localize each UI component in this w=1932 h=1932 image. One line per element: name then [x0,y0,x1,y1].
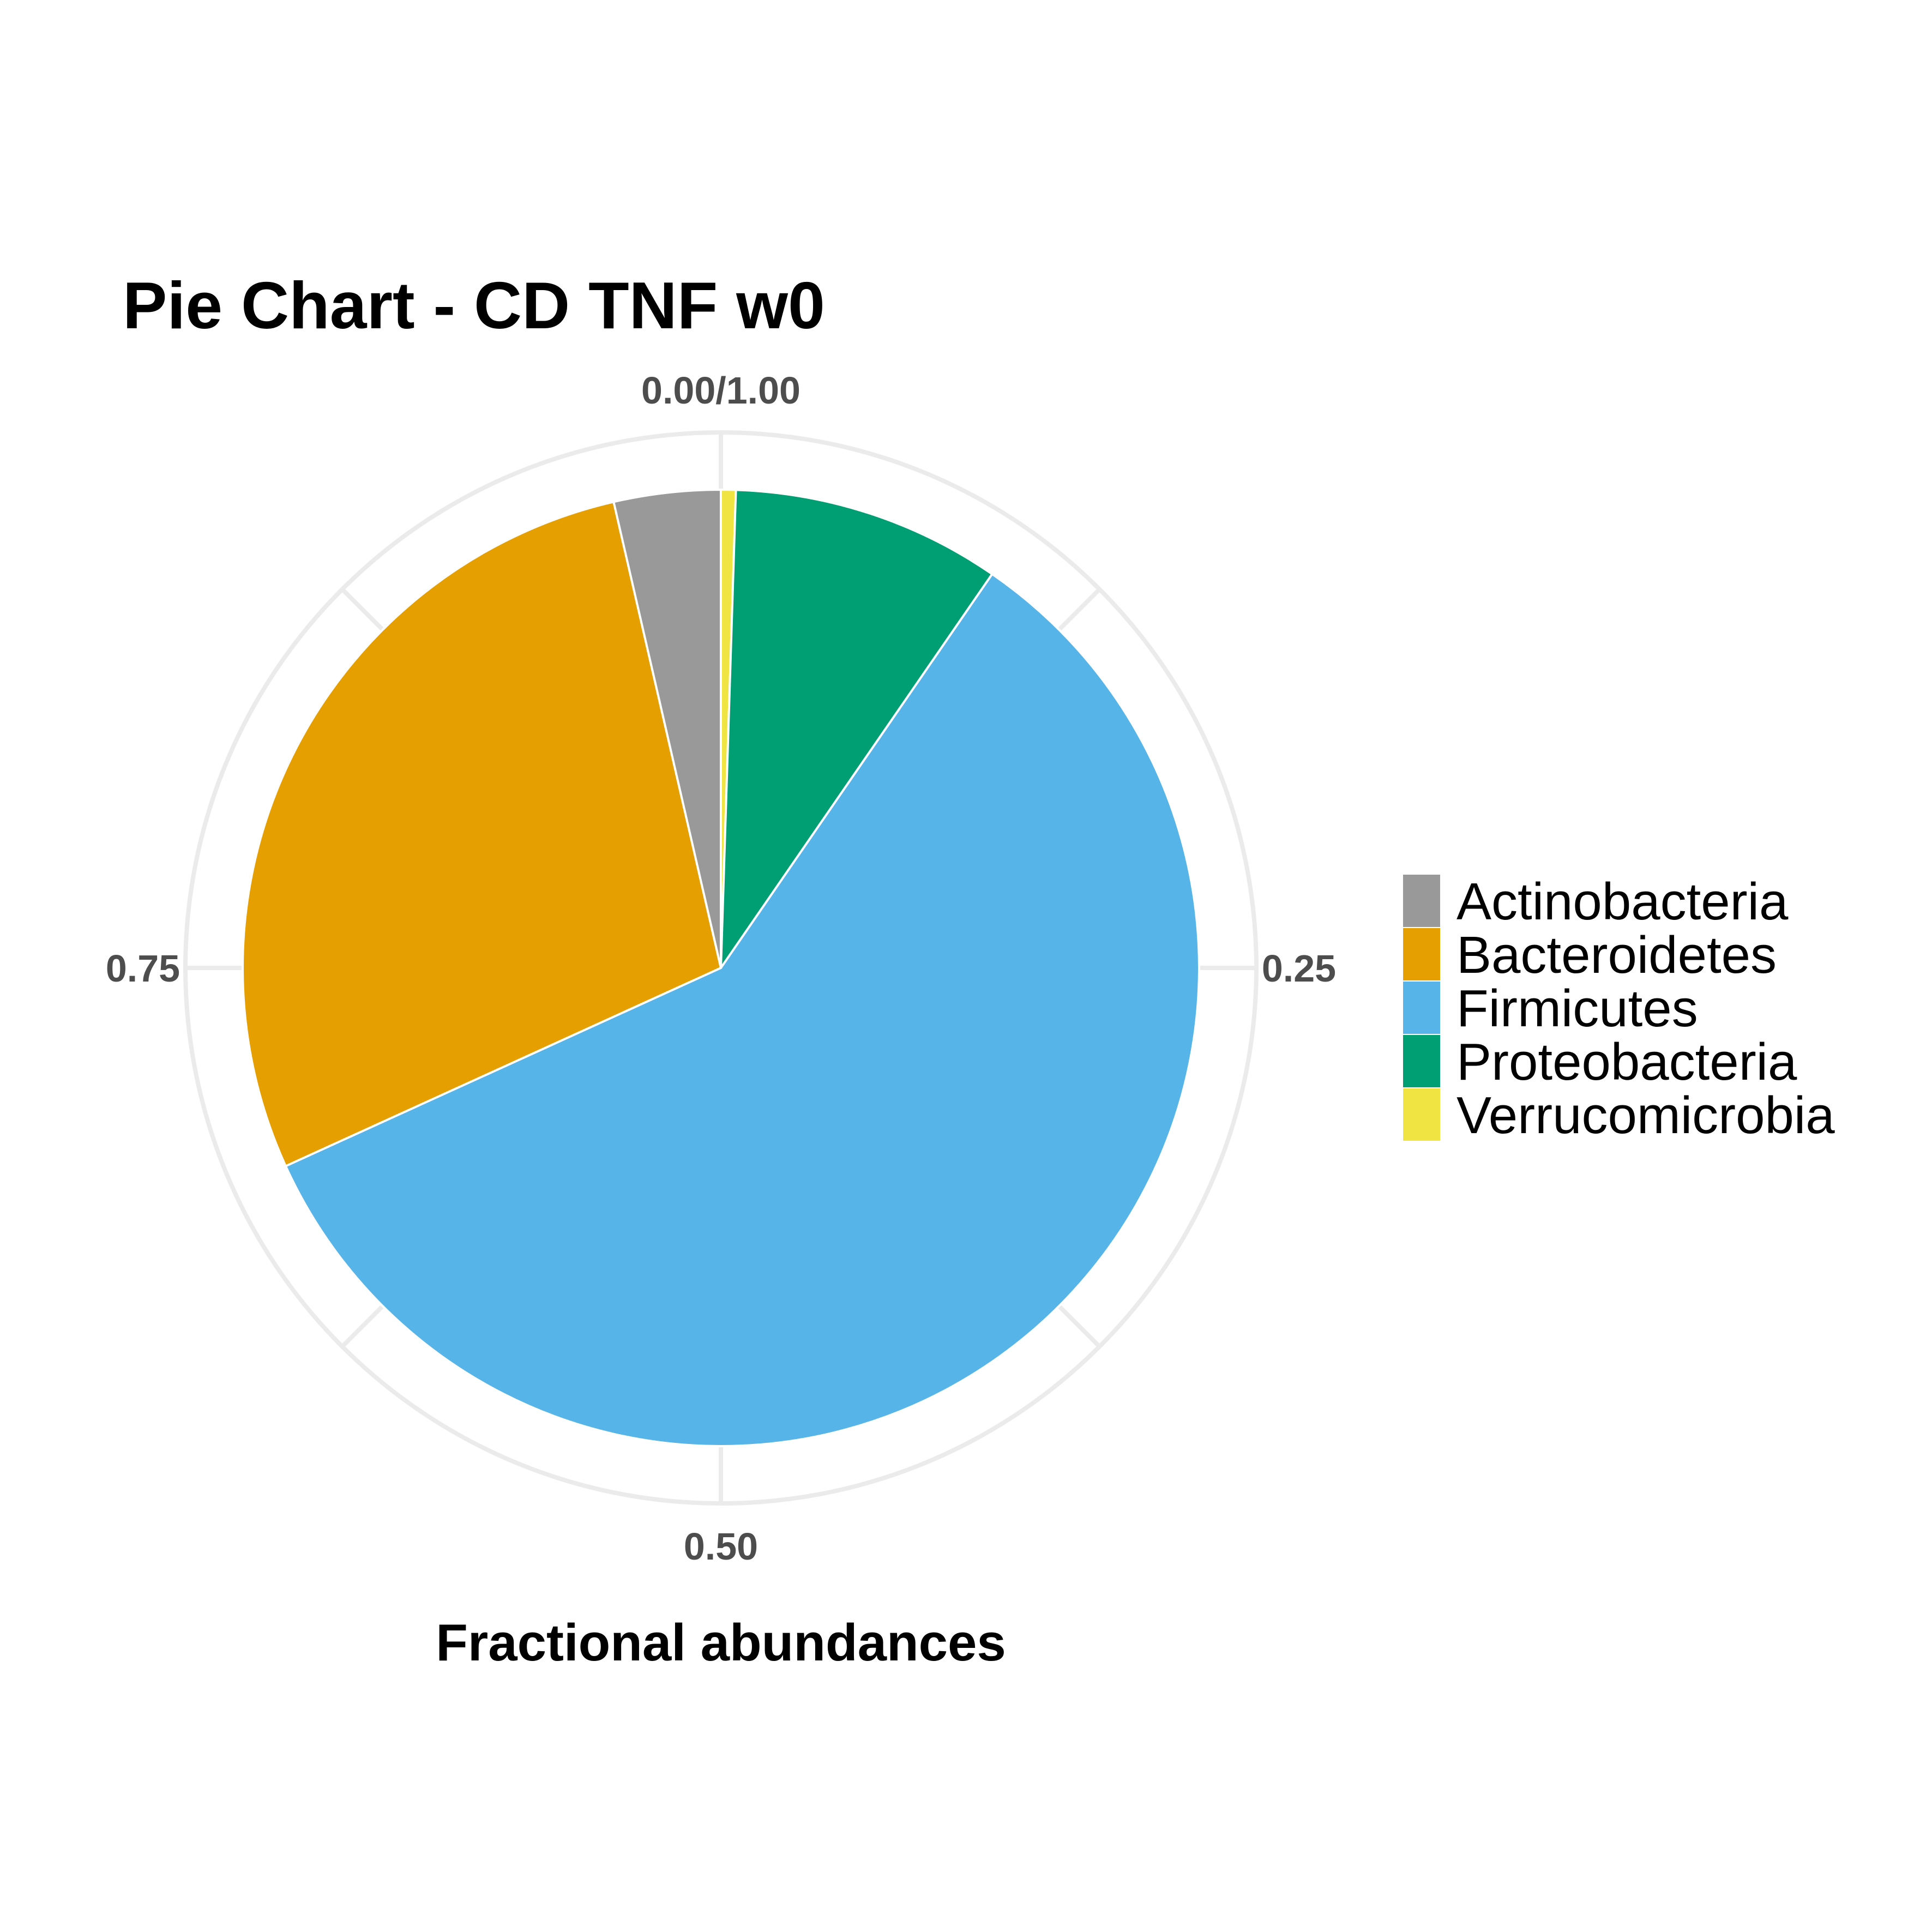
legend-key-firmicutes [1403,982,1440,1034]
legend-key-actinobacteria [1403,875,1440,927]
grid-spoke [340,1304,384,1349]
legend-label-verrucomicrobia: Verrucomicrobia [1456,1086,1835,1145]
pie-slices [242,489,1200,1447]
legend-label-bacteroidetes: Bacteroidetes [1456,926,1777,984]
tick-label: 0.50 [684,1525,758,1568]
pie-slice-firmicutes [284,573,1200,1447]
pie-slice-actinobacteria [612,489,722,969]
chart-title: Pie Chart - CD TNF w0 [123,268,825,342]
pie-slice-proteobacteria [720,489,994,969]
x-axis-label: Fractional abundances [436,1614,1006,1672]
legend-key-bacteroidetes [1403,928,1440,980]
grid-spoke [1057,587,1102,631]
tick-label: 0.00/1.00 [641,369,801,412]
polar-grid [183,430,1259,1506]
legend-label-firmicutes: Firmicutes [1456,979,1698,1038]
tick-label: 0.25 [1262,947,1336,990]
legend-label-actinobacteria: Actinobacteria [1456,872,1789,931]
pie-slice-bacteroidetes [242,501,722,1167]
angle-tick-labels: 0.00/1.00 0.25 0.50 0.75 [106,369,1336,1568]
legend-key-verrucomicrobia [1403,1088,1440,1141]
grid-spoke [340,587,384,631]
legend-key-proteobacteria [1403,1035,1440,1087]
grid-spoke [1057,1304,1102,1349]
legend-label-proteobacteria: Proteobacteria [1456,1033,1797,1091]
legend: ActinobacteriaBacteroidetesFirmicutesPro… [1403,872,1835,1145]
tick-label: 0.75 [106,947,180,990]
